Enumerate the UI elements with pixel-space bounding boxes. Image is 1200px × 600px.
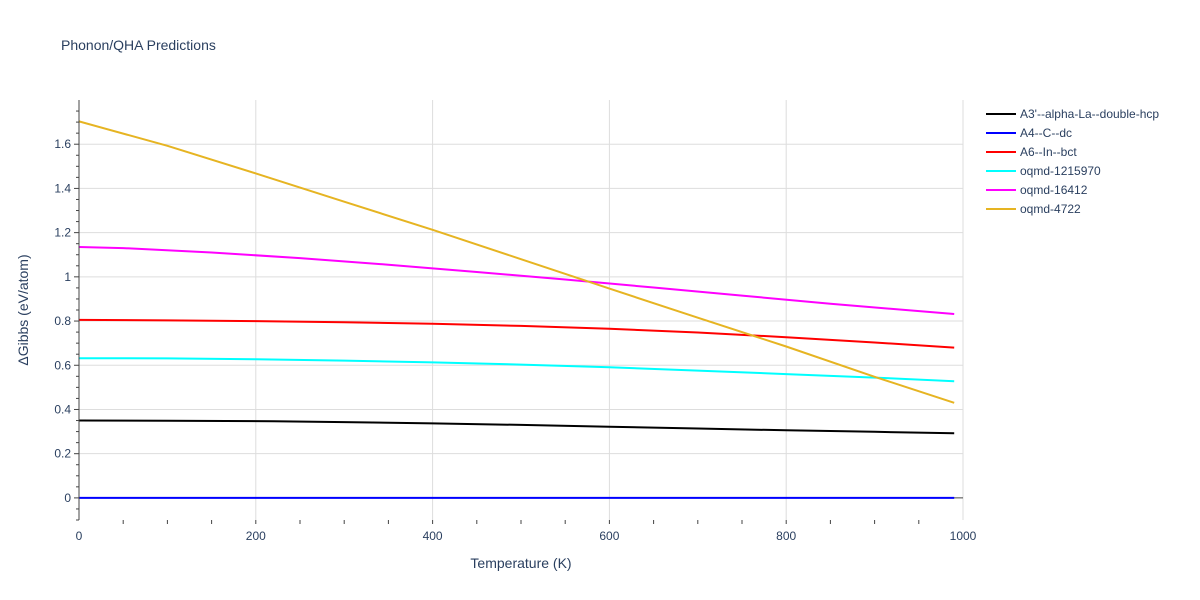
grid	[79, 100, 964, 520]
legend-label: oqmd-16412	[1020, 183, 1088, 197]
y-tick-label: 1	[64, 270, 71, 284]
x-tick-label: 200	[246, 529, 266, 543]
y-tick-label: 0.6	[54, 358, 71, 372]
y-tick-label: 1.4	[54, 181, 71, 195]
y-tick-label: 1.6	[54, 137, 71, 151]
y-tick-label: 0	[64, 491, 71, 505]
x-axis-title: Temperature (K)	[470, 555, 571, 571]
series-line-0	[78, 419, 955, 435]
legend-label: A3'--alpha-La--double-hcp	[1020, 107, 1159, 121]
y-tick-label: 0.4	[54, 402, 71, 416]
legend-label: A4--C--dc	[1020, 126, 1072, 140]
x-tick-label: 600	[599, 529, 619, 543]
x-tick-label: 1000	[950, 529, 977, 543]
series-line-2	[78, 318, 955, 349]
x-ticks: 0 200 400 600 800 1000	[76, 520, 977, 543]
series-line-4	[78, 246, 955, 315]
x-tick-label: 800	[776, 529, 796, 543]
legend: A3'--alpha-La--double-hcp A4--C--dc A6--In…	[986, 107, 1159, 216]
y-tick-label: 1.2	[54, 226, 71, 240]
y-tick-label: 0.2	[54, 447, 71, 461]
plot-area	[78, 120, 955, 499]
y-tick-label: 0.8	[54, 314, 71, 328]
y-ticks: 0 0.2 0.4 0.6 0.8 1 1.2 1.4 1.6	[54, 110, 79, 521]
series-line-5	[78, 120, 955, 404]
chart-title: Phonon/QHA Predictions	[61, 37, 216, 53]
legend-label: A6--In--bct	[1020, 145, 1077, 159]
x-tick-label: 400	[423, 529, 443, 543]
x-tick-label: 0	[76, 529, 83, 543]
series-line-3	[78, 357, 955, 383]
legend-label: oqmd-1215970	[1020, 164, 1101, 178]
y-axis-title: ΔGibbs (eV/atom)	[15, 254, 31, 365]
legend-label: oqmd-4722	[1020, 202, 1081, 216]
